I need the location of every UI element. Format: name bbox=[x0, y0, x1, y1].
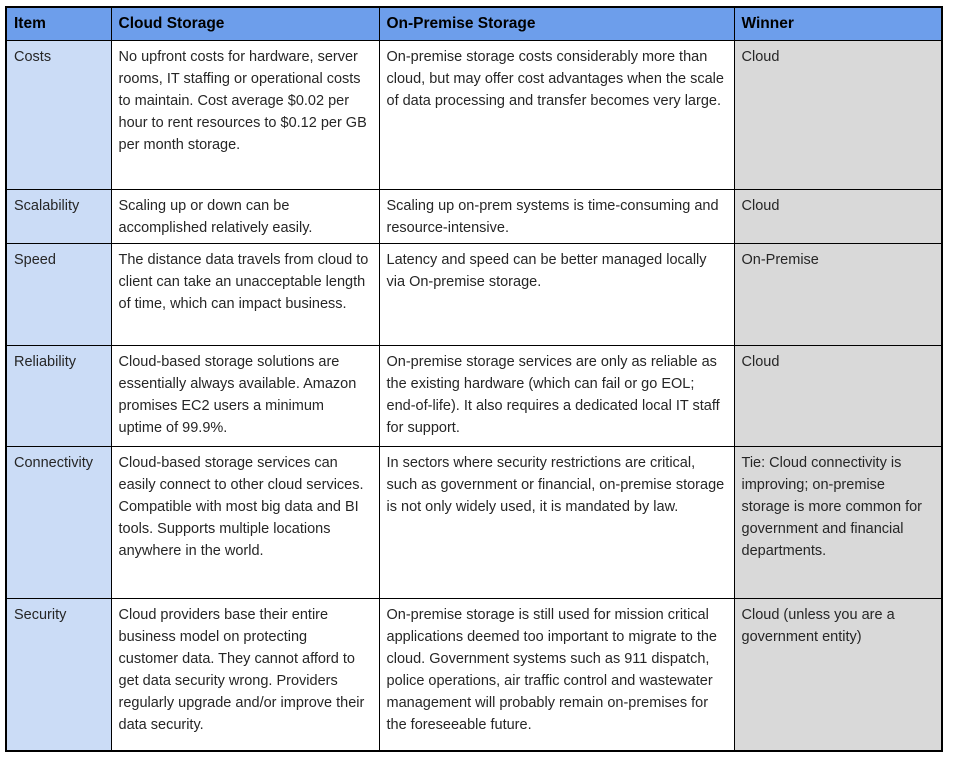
table-row-speed: Speed The distance data travels from clo… bbox=[5, 242, 943, 346]
column-header-onpremise: On-Premise Storage bbox=[378, 6, 735, 41]
reliability-winner-cell: Cloud bbox=[733, 344, 943, 447]
costs-cloud-cell: No upfront costs for hardware, server ro… bbox=[110, 39, 380, 190]
connectivity-cloud-cell: Cloud-based storage services can easily … bbox=[110, 445, 380, 599]
security-onprem-cell: On-premise storage is still used for mis… bbox=[378, 597, 735, 752]
row-label-connectivity: Connectivity bbox=[5, 445, 112, 599]
costs-onprem-cell: On-premise storage costs considerably mo… bbox=[378, 39, 735, 190]
header-row: Item Cloud Storage On-Premise Storage Wi… bbox=[5, 6, 943, 41]
table-row-scalability: Scalability Scaling up or down can be ac… bbox=[5, 188, 943, 244]
speed-onprem-cell: Latency and speed can be better managed … bbox=[378, 242, 735, 346]
storage-comparison-table: Item Cloud Storage On-Premise Storage Wi… bbox=[5, 6, 943, 752]
reliability-onprem-cell: On-premise storage services are only as … bbox=[378, 344, 735, 447]
row-label-costs: Costs bbox=[5, 39, 112, 190]
connectivity-onprem-cell: In sectors where security restrictions a… bbox=[378, 445, 735, 599]
column-header-item: Item bbox=[5, 6, 112, 41]
security-winner-cell: Cloud (unless you are a government entit… bbox=[733, 597, 943, 752]
reliability-cloud-cell: Cloud-based storage solutions are essent… bbox=[110, 344, 380, 447]
connectivity-winner-cell: Tie: Cloud connectivity is improving; on… bbox=[733, 445, 943, 599]
row-label-scalability: Scalability bbox=[5, 188, 112, 244]
row-label-reliability: Reliability bbox=[5, 344, 112, 447]
column-header-cloud: Cloud Storage bbox=[110, 6, 380, 41]
security-cloud-cell: Cloud providers base their entire busine… bbox=[110, 597, 380, 752]
scalability-onprem-cell: Scaling up on-prem systems is time-consu… bbox=[378, 188, 735, 244]
scalability-cloud-cell: Scaling up or down can be accomplished r… bbox=[110, 188, 380, 244]
costs-winner-cell: Cloud bbox=[733, 39, 943, 190]
speed-cloud-cell: The distance data travels from cloud to … bbox=[110, 242, 380, 346]
speed-winner-cell: On-Premise bbox=[733, 242, 943, 346]
column-header-winner: Winner bbox=[733, 6, 943, 41]
table-row-costs: Costs No upfront costs for hardware, ser… bbox=[5, 39, 943, 190]
row-label-security: Security bbox=[5, 597, 112, 752]
scalability-winner-cell: Cloud bbox=[733, 188, 943, 244]
table-row-reliability: Reliability Cloud-based storage solution… bbox=[5, 344, 943, 447]
row-label-speed: Speed bbox=[5, 242, 112, 346]
table-row-connectivity: Connectivity Cloud-based storage service… bbox=[5, 445, 943, 599]
table-row-security: Security Cloud providers base their enti… bbox=[5, 597, 943, 752]
